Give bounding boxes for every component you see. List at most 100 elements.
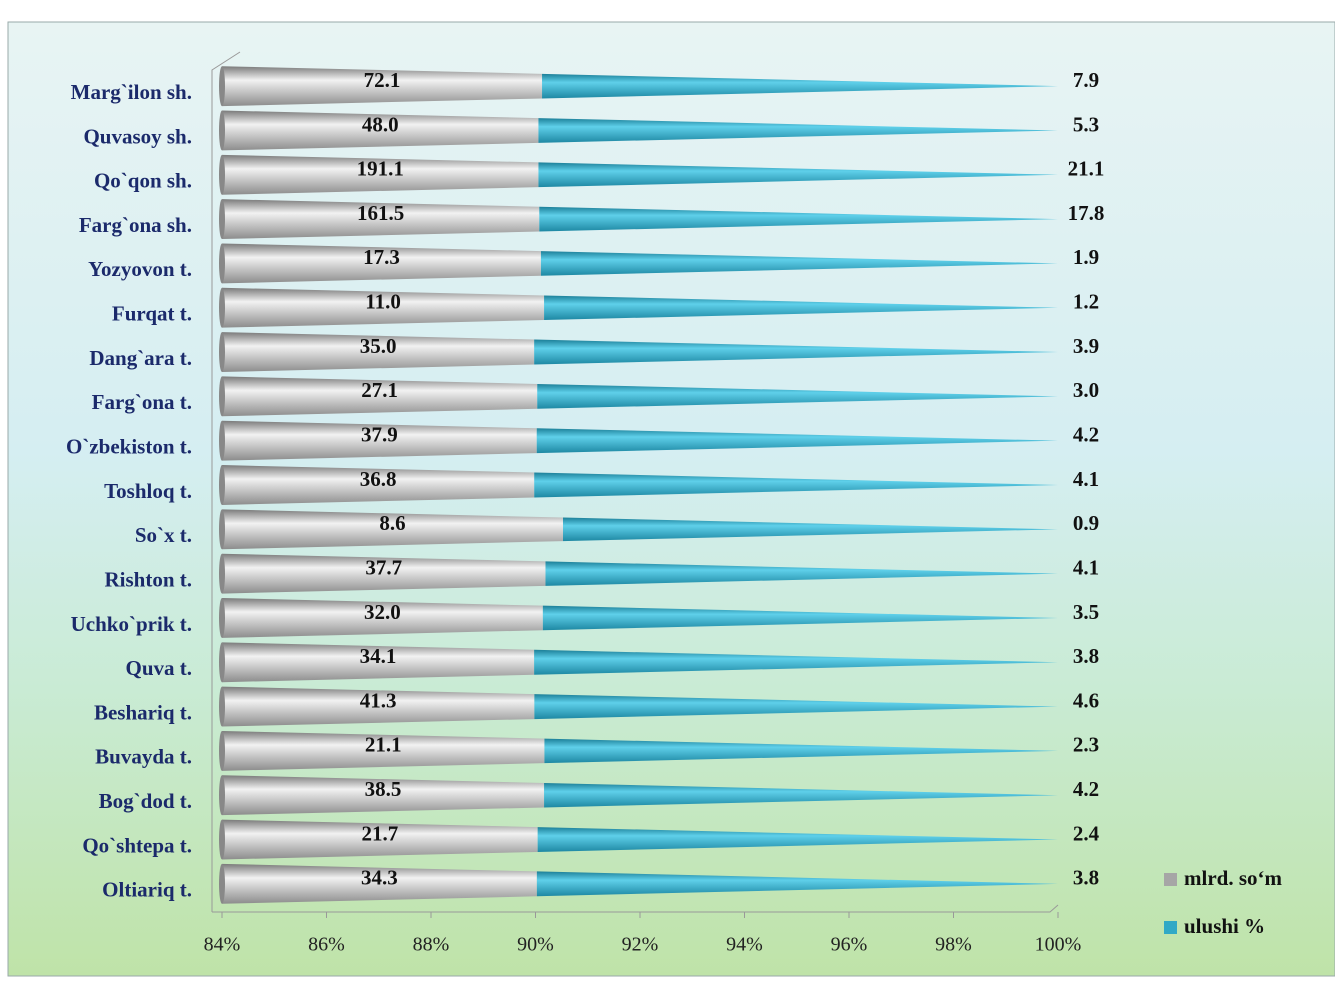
data-label: 38.5 xyxy=(365,777,402,801)
category-label: Quvasoy sh. xyxy=(83,124,192,148)
data-label: 72.1 xyxy=(364,68,401,92)
category-label: Oltiariq t. xyxy=(102,878,192,902)
data-label: 0.9 xyxy=(1073,511,1099,535)
bar-segment xyxy=(544,782,1058,808)
data-label: 27.1 xyxy=(361,378,398,402)
bar-segment xyxy=(222,66,543,107)
data-label: 3.0 xyxy=(1073,378,1099,402)
x-tick-label: 92% xyxy=(622,934,659,956)
data-label: 3.5 xyxy=(1073,600,1099,624)
legend-swatch xyxy=(1164,921,1177,934)
bar-segment xyxy=(222,154,539,195)
category-label: Furqat t. xyxy=(112,302,192,326)
bar-base xyxy=(219,66,225,107)
bar-base xyxy=(219,376,225,417)
bar-segment xyxy=(540,251,1058,276)
data-label: 4.1 xyxy=(1073,467,1099,491)
data-label: 4.6 xyxy=(1073,688,1099,712)
data-label: 3.8 xyxy=(1073,644,1099,668)
category-label: Toshloq t. xyxy=(104,479,192,503)
data-label: 17.3 xyxy=(363,245,400,269)
bar-base xyxy=(219,199,225,240)
data-label: 48.0 xyxy=(362,112,399,136)
legend-label: mlrd. so‘m xyxy=(1184,866,1282,890)
data-label: 37.9 xyxy=(361,422,398,446)
category-label: Quva t. xyxy=(125,656,192,680)
x-axis-floor xyxy=(212,904,1059,913)
bar-base xyxy=(219,420,225,461)
data-label: 11.0 xyxy=(365,290,401,314)
data-label: 2.3 xyxy=(1073,733,1099,757)
bar-base xyxy=(219,863,225,904)
data-label: 35.0 xyxy=(360,334,397,358)
data-label: 4.1 xyxy=(1073,555,1099,579)
data-label: 21.1 xyxy=(365,733,402,757)
category-label: Uchko`prik t. xyxy=(71,612,192,636)
bar-base xyxy=(219,775,225,816)
data-label: 3.9 xyxy=(1073,334,1099,358)
category-label: So`x t. xyxy=(135,523,192,547)
bar-segment xyxy=(222,287,545,328)
bar-segment xyxy=(542,605,1058,631)
data-label: 1.9 xyxy=(1073,245,1099,269)
bar-base xyxy=(219,154,225,195)
bar-base xyxy=(219,730,225,771)
data-label: 5.3 xyxy=(1073,112,1099,136)
data-label: 34.3 xyxy=(361,866,398,890)
bar-segment xyxy=(534,694,1058,720)
bar-segment xyxy=(222,243,541,284)
bar-base xyxy=(219,243,225,284)
x-tick-label: 96% xyxy=(831,934,868,956)
data-label: 21.7 xyxy=(361,821,398,845)
bar-segment xyxy=(222,332,535,372)
x-tick-label: 90% xyxy=(517,934,554,956)
x-tick-label: 98% xyxy=(935,934,972,956)
bar-segment xyxy=(544,738,1058,764)
category-label: Marg`ilon sh. xyxy=(71,80,192,104)
category-label: Bog`dod t. xyxy=(99,789,192,813)
bar-segment xyxy=(222,863,537,904)
bar-segment xyxy=(222,509,563,550)
category-label: Farg`ona t. xyxy=(92,390,192,414)
bar-segment xyxy=(534,339,1058,365)
x-tick-label: 86% xyxy=(308,934,345,956)
bar-segment xyxy=(222,686,535,727)
bar-segment xyxy=(534,649,1058,675)
bar-base xyxy=(219,686,225,727)
category-label: Rishton t. xyxy=(104,567,192,591)
bar-segment xyxy=(222,642,535,683)
bar-segment xyxy=(544,295,1058,320)
data-label: 1.2 xyxy=(1073,290,1099,314)
data-label: 3.8 xyxy=(1073,866,1099,890)
bar-segment xyxy=(537,383,1058,409)
category-label: Farg`ona sh. xyxy=(79,213,192,237)
bar-segment xyxy=(222,730,545,771)
data-label: 191.1 xyxy=(357,157,404,181)
data-label: 21.1 xyxy=(1068,157,1105,181)
bar-segment xyxy=(542,73,1058,99)
bar-segment xyxy=(536,871,1058,897)
bar-segment xyxy=(222,553,546,594)
bar-segment xyxy=(545,561,1058,586)
y-axis-wall xyxy=(211,51,241,912)
category-label: Qo`qon sh. xyxy=(94,169,192,193)
bar-base xyxy=(219,465,225,505)
bar-base xyxy=(219,509,225,550)
bar-segment xyxy=(222,819,538,860)
bar-base xyxy=(219,553,225,594)
bar-segment xyxy=(563,517,1058,542)
bar-segment xyxy=(222,199,540,240)
bar-segment xyxy=(537,827,1058,852)
data-label: 7.9 xyxy=(1073,68,1099,92)
data-label: 37.7 xyxy=(365,555,402,579)
data-label: 2.4 xyxy=(1073,821,1100,845)
bar-segment xyxy=(536,428,1058,454)
bar-segment xyxy=(222,465,535,505)
bar-base xyxy=(219,819,225,860)
x-tick-label: 88% xyxy=(413,934,450,956)
category-label: Dang`ara t. xyxy=(89,346,192,370)
category-label: Buvayda t. xyxy=(95,745,192,769)
bar-segment xyxy=(222,376,538,417)
data-label: 4.2 xyxy=(1073,422,1099,446)
